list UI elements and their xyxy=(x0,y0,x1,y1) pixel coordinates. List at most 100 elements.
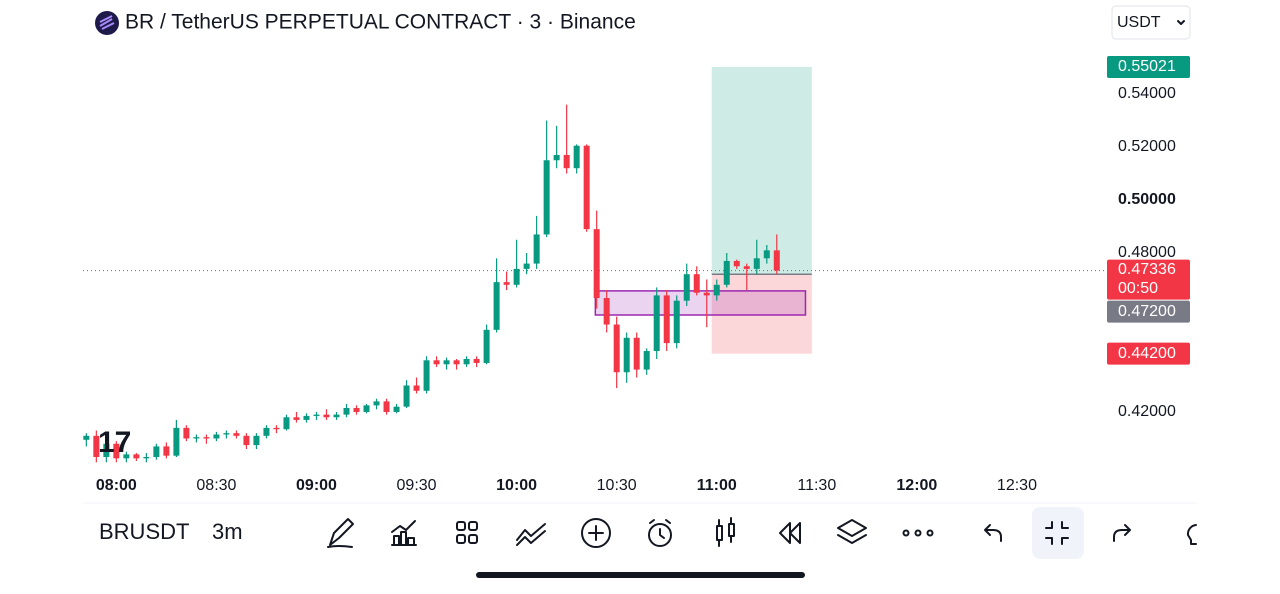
candle-body xyxy=(133,454,140,459)
zone xyxy=(594,290,807,316)
toolbar xyxy=(327,507,1197,559)
candle-body xyxy=(633,337,640,370)
candle-body xyxy=(603,298,610,325)
replay-icon[interactable] xyxy=(779,522,801,544)
candle-body xyxy=(773,250,780,271)
candle-body xyxy=(203,437,210,439)
y-tick-label: 0.54000 xyxy=(1118,85,1176,102)
home-indicator xyxy=(476,572,805,578)
candle-body xyxy=(223,433,230,435)
candle-body xyxy=(673,300,680,344)
candle-body xyxy=(173,427,180,456)
candle-body xyxy=(663,295,670,344)
position-target xyxy=(711,66,812,275)
more-icon[interactable] xyxy=(902,529,934,537)
alert-icon[interactable] xyxy=(648,519,672,547)
undo-icon[interactable] xyxy=(984,524,1002,542)
y-tick-label: 0.42000 xyxy=(1118,403,1176,420)
x-tick-label: 10:30 xyxy=(597,477,637,494)
candle-body xyxy=(83,435,90,440)
candle-body xyxy=(563,154,570,169)
candle-body xyxy=(573,145,580,169)
symbol-icon-mark xyxy=(99,15,115,30)
candle-body xyxy=(493,282,500,330)
currency-select[interactable] xyxy=(1111,5,1191,40)
compare-icon[interactable] xyxy=(516,523,546,546)
candle-body xyxy=(283,417,290,430)
price-tag xyxy=(1107,300,1190,323)
candle-body xyxy=(243,435,250,446)
candle-body xyxy=(533,234,540,264)
candle-body xyxy=(343,407,350,415)
candle-body xyxy=(233,433,240,436)
price-tag xyxy=(1107,342,1190,365)
candle-body xyxy=(293,417,300,420)
chart-type-icon[interactable] xyxy=(716,517,735,547)
add-icon[interactable] xyxy=(581,518,611,548)
price-tag-label: 0.55021 xyxy=(1118,58,1176,75)
candle-body xyxy=(373,401,380,406)
candle-body xyxy=(643,351,650,370)
candle-body xyxy=(323,414,330,418)
candle-body xyxy=(433,360,440,365)
candle-body xyxy=(353,407,360,412)
candle-body xyxy=(713,284,720,296)
fullscreen-icon[interactable] xyxy=(1045,521,1069,545)
candle-body xyxy=(513,268,520,285)
candle-body xyxy=(543,160,550,235)
interval[interactable]: 3m xyxy=(212,519,243,544)
candle-body xyxy=(163,446,170,456)
symbol[interactable]: BRUSDT xyxy=(99,519,189,544)
y-tick-label: 0.50000 xyxy=(1118,191,1176,208)
idea-icon[interactable] xyxy=(1186,524,1197,545)
candle-body xyxy=(193,437,200,439)
chart-title: BR / TetherUS PERPETUAL CONTRACT · 3 · B… xyxy=(125,11,636,34)
x-tick-label: 10:00 xyxy=(496,477,537,494)
redo-icon[interactable] xyxy=(1113,524,1131,542)
last-price-label: 0.47336 xyxy=(1118,261,1176,278)
candle-body xyxy=(313,414,320,416)
layers-icon[interactable] xyxy=(837,519,867,544)
candle-body xyxy=(583,145,590,230)
candle-body xyxy=(123,454,130,459)
draw-icon[interactable] xyxy=(327,518,354,548)
candle-body xyxy=(333,414,340,418)
candle-body xyxy=(473,358,480,363)
chart: 0.42000 0.48000 0.50000 0.52000 0.54000 08:00… xyxy=(83,55,1190,494)
candle-body xyxy=(153,446,160,458)
candle-body xyxy=(113,443,120,459)
y-tick-label: 0.52000 xyxy=(1118,138,1176,155)
candle-body xyxy=(733,260,740,267)
active-button[interactable] xyxy=(1032,507,1084,559)
candle-body xyxy=(593,229,600,299)
candle-body xyxy=(553,154,560,161)
candle-body xyxy=(613,324,620,373)
tv-logo: 17 xyxy=(98,426,131,459)
candle-body xyxy=(363,405,370,412)
candle-body xyxy=(423,360,430,391)
candle-body xyxy=(383,401,390,412)
x-tick-label: 11:00 xyxy=(697,477,737,494)
templates-icon[interactable] xyxy=(456,521,478,544)
x-tick-label: 11:30 xyxy=(797,477,836,494)
indicators-icon[interactable] xyxy=(391,520,417,546)
x-tick-label: 12:00 xyxy=(896,477,937,494)
candle-body xyxy=(393,406,400,412)
candle-body xyxy=(213,434,220,439)
candle-body xyxy=(463,358,470,365)
candle-body xyxy=(93,435,100,458)
countdown-label: 00:50 xyxy=(1118,280,1158,297)
candle-body xyxy=(693,274,700,293)
candle-body xyxy=(753,258,760,269)
dropdown-arrow xyxy=(1177,20,1185,25)
y-tick-label: 0.48000 xyxy=(1118,244,1176,261)
candle-body xyxy=(263,427,270,436)
candle-body xyxy=(413,385,420,391)
price-tag xyxy=(1107,55,1190,78)
candle-body xyxy=(523,263,530,269)
candle-body xyxy=(483,329,490,363)
x-tick-label: 08:00 xyxy=(96,477,137,494)
candle-body xyxy=(453,360,460,365)
candle-body xyxy=(703,292,710,296)
